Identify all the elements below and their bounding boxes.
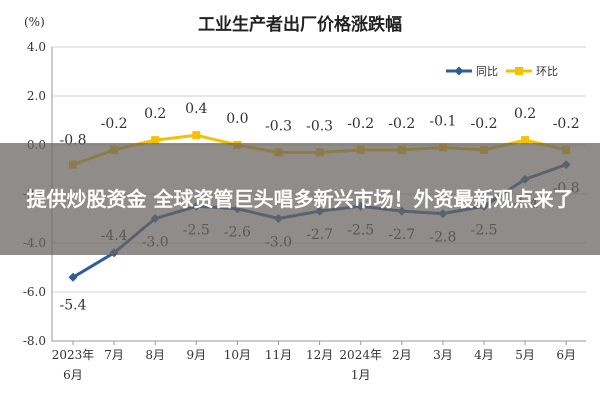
x-tick-label: 9月 bbox=[186, 348, 206, 362]
x-tick-label: 2月 bbox=[392, 348, 412, 362]
legend-label: 同比 bbox=[476, 65, 498, 78]
series-mom-point bbox=[192, 131, 201, 140]
series-mom-data-label: -0.1 bbox=[429, 113, 456, 129]
overlay-banner[interactable]: 提供炒股资金 全球资管巨头唱多新兴市场！外资最新观点来了 bbox=[0, 143, 600, 255]
series-mom-data-label: 0.4 bbox=[185, 101, 207, 117]
y-tick-label: -8.0 bbox=[23, 334, 46, 348]
series-yoy-point bbox=[68, 272, 78, 282]
banner-text: 提供炒股资金 全球资管巨头唱多新兴市场！外资最新观点来了 bbox=[26, 187, 574, 211]
legend-label: 环比 bbox=[536, 65, 558, 78]
series-mom-data-label: -0.2 bbox=[388, 116, 415, 132]
series-mom-point bbox=[521, 136, 530, 145]
y-tick-label: 2.0 bbox=[27, 89, 46, 103]
y-tick-label: -6.0 bbox=[23, 285, 46, 299]
series-mom-data-label: 0.0 bbox=[226, 111, 248, 127]
series-mom-data-label: -0.3 bbox=[265, 118, 292, 134]
y-axis-label: (%) bbox=[24, 15, 45, 29]
x-tick-label: 7月 bbox=[104, 348, 124, 362]
series-mom-point bbox=[151, 136, 160, 145]
x-tick-label: 2023年 6月 bbox=[52, 348, 95, 382]
series-mom-data-label: -0.3 bbox=[306, 118, 333, 134]
x-tick-label: 2024年 1月 bbox=[339, 348, 382, 382]
x-tick-label: 11月 bbox=[265, 348, 292, 362]
series-mom-data-label: -0.2 bbox=[347, 116, 374, 132]
series-mom-data-label: -0.2 bbox=[101, 116, 128, 132]
series-mom-data-label: 0.2 bbox=[144, 106, 166, 122]
series-mom-data-label: 0.2 bbox=[514, 106, 536, 122]
x-tick-label: 6月 bbox=[556, 348, 576, 362]
x-tick-label: 4月 bbox=[474, 348, 494, 362]
series-mom-data-label: -0.2 bbox=[553, 116, 580, 132]
series-mom-data-label: -0.2 bbox=[471, 116, 498, 132]
x-tick-label: 8月 bbox=[145, 348, 165, 362]
x-tick-label: 3月 bbox=[433, 348, 453, 362]
x-tick-label: 12月 bbox=[306, 348, 333, 362]
y-tick-label: 4.0 bbox=[27, 40, 46, 54]
legend-marker bbox=[515, 67, 523, 75]
legend-marker bbox=[454, 66, 464, 76]
series-yoy-data-label: -5.4 bbox=[60, 297, 87, 313]
chart-title: 工业生产者出厂价格涨跌幅 bbox=[198, 14, 402, 35]
x-tick-label: 10月 bbox=[224, 348, 251, 362]
x-tick-label: 5月 bbox=[515, 348, 535, 362]
